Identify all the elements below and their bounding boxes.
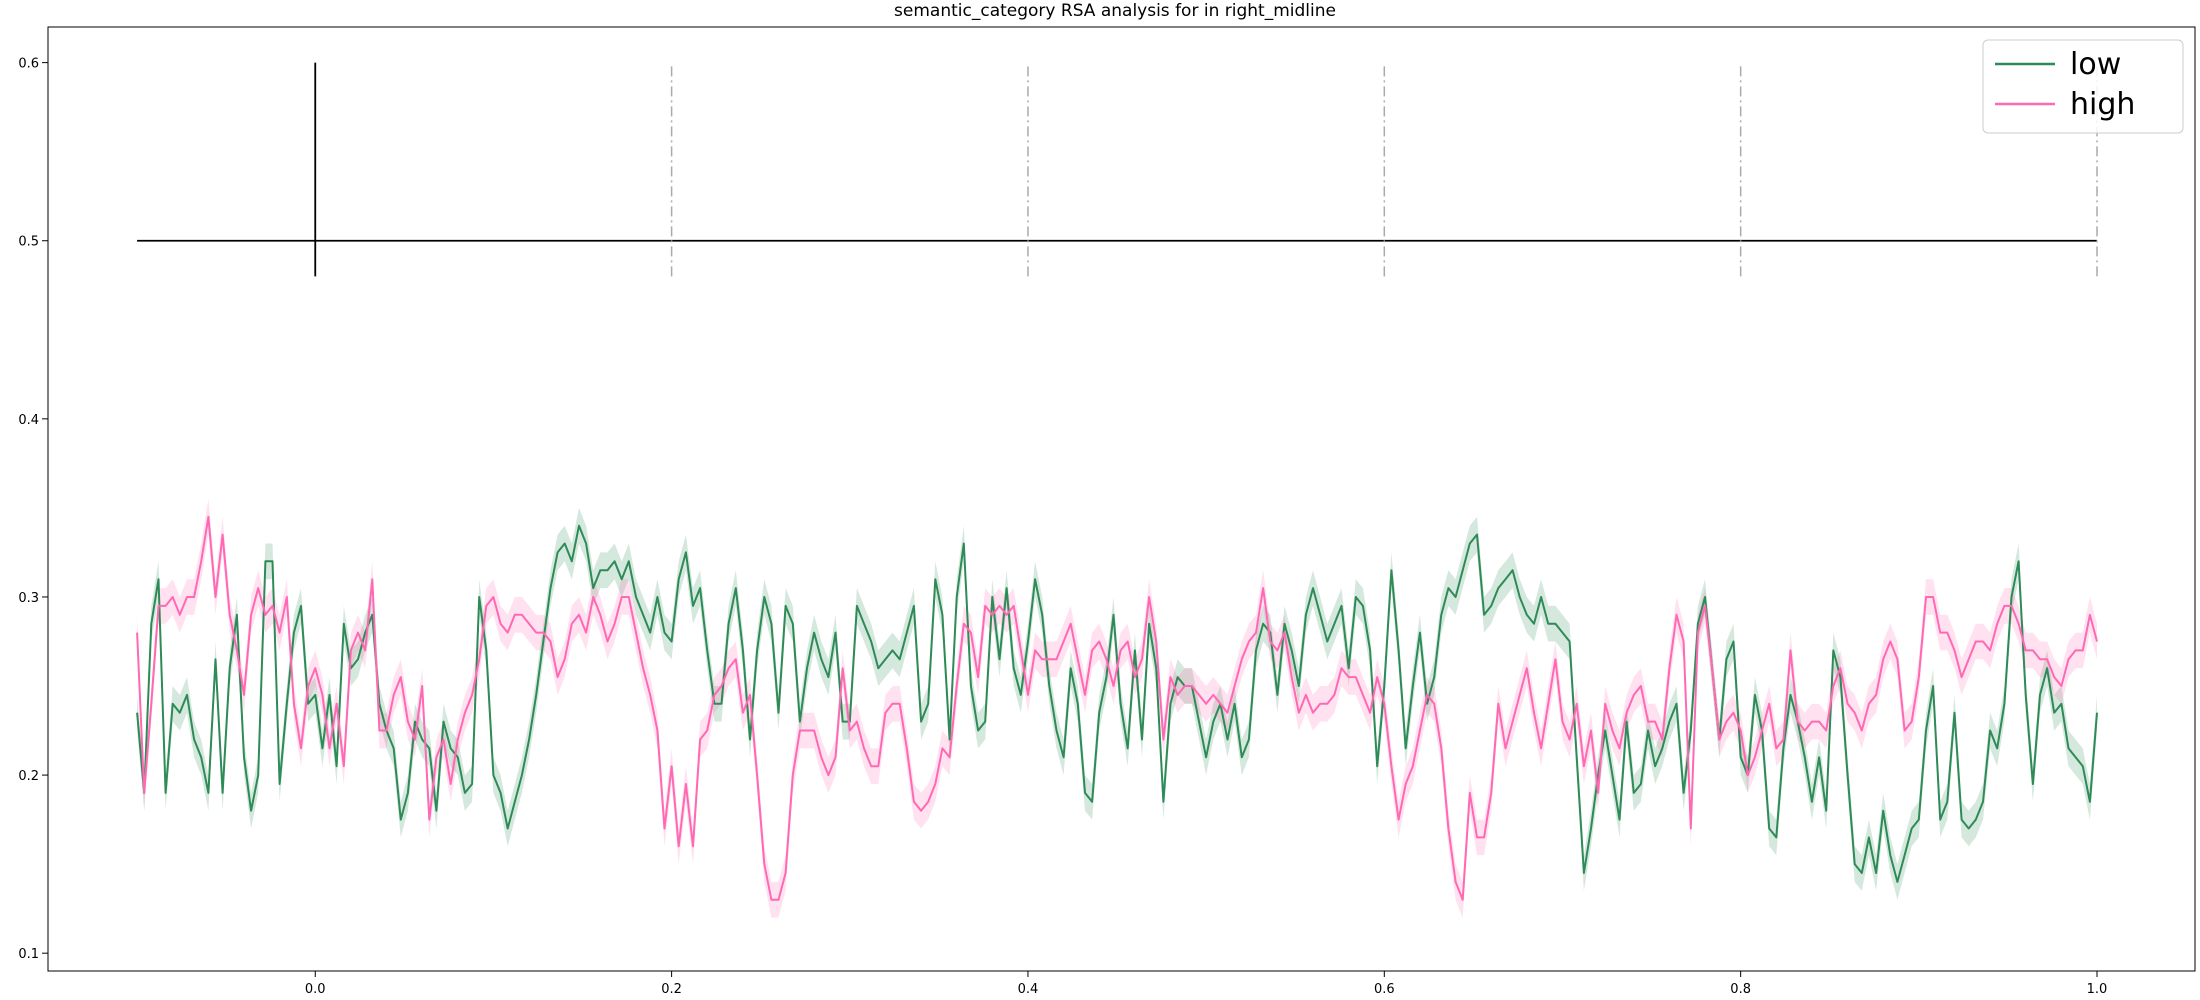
y-tick-label: 0.1: [18, 947, 39, 962]
band-low: [137, 507, 2098, 900]
y-tick-label: 0.5: [18, 235, 39, 250]
x-tick-label: 0.8: [1730, 982, 1751, 997]
x-tick-label: 0.6: [1374, 982, 1395, 997]
reference-lines: [137, 62, 2098, 277]
x-tick-label: 0.0: [305, 982, 326, 997]
line-high: [136, 515, 2098, 901]
line-low: [136, 524, 2098, 883]
y-tick-label: 0.2: [18, 769, 39, 784]
x-axis-ticks: 0.0 0.2 0.4 0.6 0.8 1.0: [305, 971, 2107, 997]
y-tick-label: 0.4: [18, 413, 39, 428]
confidence-bands: [137, 499, 2098, 918]
series-lines: [136, 515, 2098, 901]
y-tick-label: 0.3: [18, 591, 39, 606]
axes-frame: [47, 26, 2196, 972]
y-tick-label: 0.6: [18, 57, 39, 72]
legend: low high: [1982, 39, 2184, 134]
legend-label-low: low: [2070, 47, 2121, 82]
x-tick-label: 0.2: [661, 982, 682, 997]
legend-label-high: high: [2070, 87, 2135, 122]
x-tick-label: 1.0: [2087, 982, 2108, 997]
x-tick-label: 0.4: [1018, 982, 1039, 997]
chart-title: semantic_category RSA analysis for in ri…: [894, 1, 1336, 21]
y-axis-ticks: 0.1 0.2 0.3 0.4 0.5 0.6: [18, 57, 48, 962]
band-high: [137, 499, 2098, 918]
